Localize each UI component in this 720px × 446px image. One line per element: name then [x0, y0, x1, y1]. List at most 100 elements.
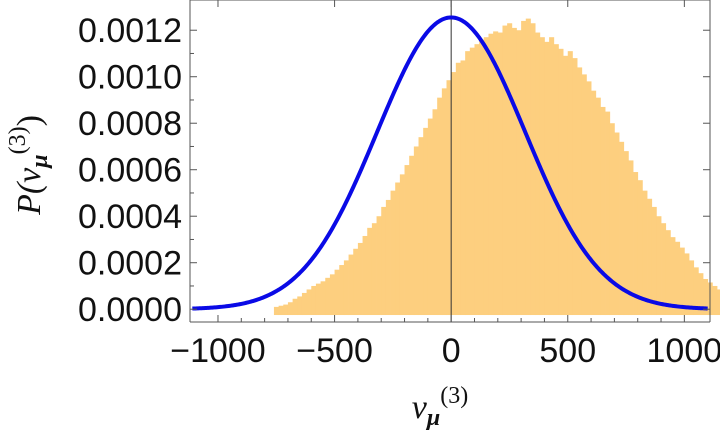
histogram-bar — [273, 306, 280, 316]
histogram-bar — [329, 274, 335, 316]
histogram-bar — [385, 199, 391, 316]
y-tick-label: 0.0010 — [78, 59, 182, 97]
histogram-bar — [451, 72, 457, 316]
histogram-bar — [600, 106, 606, 316]
histogram-bar — [488, 33, 494, 316]
y-axis-title-superscript: (3) — [5, 126, 31, 154]
histogram-bar — [413, 146, 419, 316]
histogram-bar — [320, 281, 326, 316]
y-tick-label: 0.0000 — [78, 291, 182, 329]
histogram-bar — [502, 25, 508, 316]
x-axis-title-superscript: (3) — [440, 383, 468, 409]
histogram-bar — [315, 283, 321, 316]
histogram-bar — [507, 23, 513, 316]
histogram-bar — [647, 198, 653, 316]
histogram-bar — [455, 62, 461, 316]
histogram-bar — [283, 304, 289, 316]
x-axis-title: νμ(3) — [412, 383, 468, 431]
histogram-bar — [567, 51, 573, 316]
histogram-bar — [460, 60, 466, 316]
histogram-bar — [418, 137, 424, 316]
histogram-bar — [586, 81, 592, 316]
y-axis-title-close: ) — [11, 115, 48, 126]
x-tick-label: −500 — [296, 332, 373, 370]
histogram-bar — [679, 247, 685, 316]
histogram-bar — [675, 241, 681, 316]
histogram-bar — [633, 172, 639, 316]
histogram-bar — [427, 118, 433, 316]
y-tick-label: 0.0002 — [78, 245, 182, 283]
density-curve-line — [191, 15, 709, 311]
histogram-bar — [689, 260, 695, 316]
histogram-bar — [497, 32, 503, 316]
histogram-bar — [619, 141, 625, 316]
histogram-bar — [637, 180, 643, 316]
histogram-bar — [334, 269, 340, 316]
histogram-bar — [409, 155, 415, 316]
histogram-bar — [535, 32, 541, 316]
histogram-bar — [577, 67, 583, 316]
histogram-bar — [656, 216, 662, 316]
histogram-bar — [558, 48, 564, 316]
histogram-bar — [343, 260, 349, 316]
histogram-bar — [395, 182, 401, 316]
histogram-bar — [306, 289, 312, 316]
histogram-bar — [703, 278, 709, 316]
histogram-bar — [348, 254, 354, 316]
histogram-bar — [530, 23, 536, 316]
histogram-bar — [404, 165, 410, 316]
histogram-bar — [367, 227, 373, 316]
histogram-bar — [581, 74, 587, 316]
histogram-bar — [399, 174, 405, 316]
histogram-bar — [651, 206, 657, 316]
histogram-bar — [572, 58, 578, 316]
histogram-bar — [437, 97, 443, 316]
histogram-bar — [297, 296, 303, 316]
histogram-bar — [642, 190, 648, 316]
histogram-bar — [516, 30, 522, 316]
histogram-bar — [469, 47, 475, 316]
histogram-bar — [670, 237, 676, 316]
histogram-bars — [273, 18, 720, 316]
histogram-bar — [591, 90, 597, 316]
histogram-bar — [474, 44, 480, 316]
histogram-bar — [493, 31, 499, 316]
histogram-bar — [511, 27, 517, 316]
histogram-bar — [595, 97, 601, 316]
histogram-bar — [661, 223, 667, 316]
x-tick-label: 500 — [539, 332, 596, 370]
y-tick-label: 0.0012 — [78, 12, 182, 50]
y-tick-label: 0.0004 — [78, 198, 182, 236]
histogram-bar — [423, 127, 429, 316]
histogram-bar — [311, 285, 317, 316]
y-axis-title: P(νμ(3)) — [5, 115, 53, 216]
histogram-bar — [521, 20, 527, 316]
x-axis-ticks: −1000 −500 0 500 1000 — [170, 0, 720, 370]
density-curve — [191, 15, 709, 311]
histogram-bar — [684, 253, 690, 316]
y-axis-title-text: P(ν — [11, 167, 48, 216]
histogram-bar — [628, 160, 634, 316]
histogram-bar — [432, 109, 438, 316]
histogram-bar — [371, 223, 377, 316]
histogram-bar — [465, 51, 471, 316]
histogram-bar — [665, 230, 671, 316]
x-tick-label: −1000 — [170, 332, 266, 370]
histogram-bar — [563, 55, 569, 316]
histogram-bar — [483, 37, 489, 316]
y-axis-ticks: 0.0000 0.0002 0.0004 0.0006 0.0008 0.0010 0.00… — [78, 12, 710, 329]
histogram-bar — [381, 206, 387, 316]
histogram-bar — [390, 190, 396, 316]
histogram-bar — [339, 265, 345, 316]
y-axis-title-subscript: μ — [27, 154, 53, 169]
histogram-bar — [712, 285, 718, 316]
histogram-bar — [479, 39, 485, 316]
histogram-bar — [357, 242, 363, 316]
histogram-bar — [287, 302, 293, 316]
x-axis-title-subscript: μ — [425, 405, 440, 431]
histogram-bar — [362, 235, 368, 316]
histogram-bar — [623, 151, 629, 316]
histogram-bar — [549, 37, 555, 316]
histogram-bar — [605, 111, 611, 316]
